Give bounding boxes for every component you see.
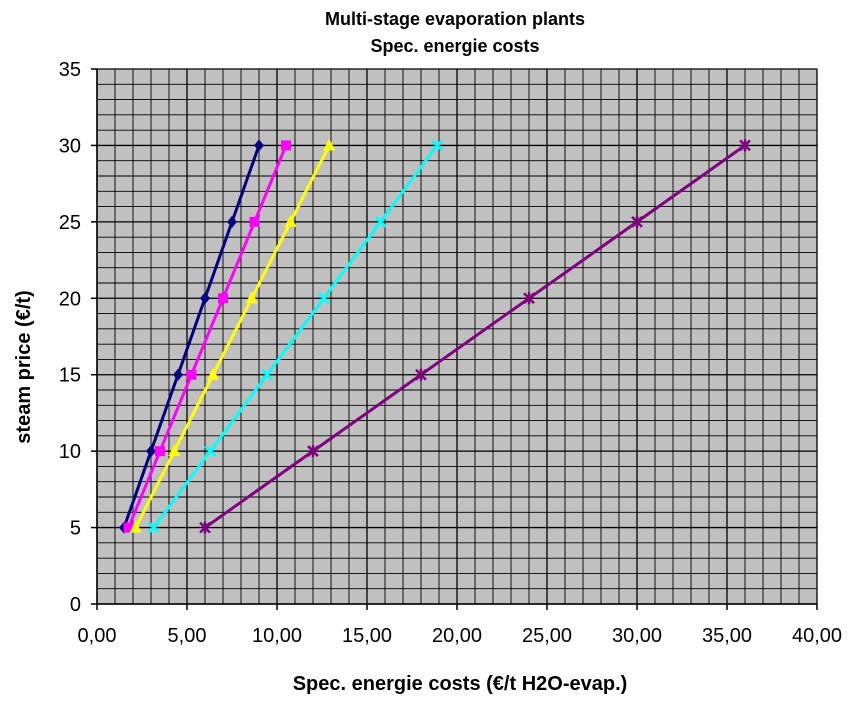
- data-point-s5: [631, 215, 643, 228]
- data-point-s5: [415, 368, 427, 381]
- data-point-s4: [431, 139, 444, 152]
- data-point-s5: [199, 521, 211, 534]
- x-tick-label: 15,00: [342, 625, 392, 647]
- y-tick-label: 25: [59, 212, 81, 234]
- y-tick-label: 0: [70, 594, 81, 616]
- y-tick-label: 10: [59, 441, 81, 463]
- y-axis-title: steam price (€/t): [13, 290, 35, 443]
- grid-lines: [96, 68, 818, 605]
- data-point-s2: [123, 522, 134, 533]
- series-line-3: [134, 144, 331, 529]
- y-axis-ticks: 0 5 10 15 20 25 30 35: [59, 59, 97, 616]
- data-point-s2: [186, 369, 197, 380]
- y-tick-label: 20: [59, 288, 81, 310]
- x-tick-label: 30,00: [612, 625, 662, 647]
- data-point-s3: [129, 520, 142, 533]
- data-point-s3: [168, 444, 181, 457]
- x-tick-label: 10,00: [252, 625, 302, 647]
- x-tick-label: 25,00: [522, 625, 572, 647]
- data-point-s3: [245, 291, 258, 304]
- data-point-s4: [317, 292, 330, 305]
- x-tick-label: 35,00: [702, 625, 752, 647]
- data-point-s4: [204, 445, 217, 458]
- data-point-s1: [200, 292, 210, 305]
- x-tick-label: 5,00: [168, 625, 207, 647]
- data-point-s2: [218, 293, 228, 304]
- series-line-5: [204, 144, 746, 529]
- x-tick-label: 40,00: [792, 625, 842, 647]
- chart-subtitle: Spec. energie costs: [370, 36, 539, 56]
- x-axis-ticks: 0,00 5,00 10,00 15,00 20,00 25,00 30,00 35,00 40…: [78, 604, 842, 647]
- series-markers: [119, 138, 751, 534]
- y-tick-label: 15: [59, 365, 81, 387]
- data-point-s4: [261, 368, 274, 381]
- series-lines: [122, 144, 746, 529]
- data-point-s1: [146, 445, 156, 458]
- x-axis-title: Spec. energie costs (€/t H2O-evap.): [293, 673, 628, 695]
- data-point-s1: [173, 368, 183, 381]
- data-point-s2: [281, 140, 291, 151]
- data-point-s5: [307, 445, 319, 458]
- data-point-s1: [227, 215, 237, 228]
- series-line-4: [152, 144, 439, 529]
- data-point-s4: [147, 521, 160, 534]
- data-point-s5: [523, 292, 535, 305]
- data-point-s5: [739, 139, 751, 152]
- chart-title: Multi-stage evaporation plants: [325, 9, 585, 29]
- y-tick-label: 35: [59, 59, 81, 81]
- data-point-s3: [323, 138, 336, 151]
- series-line-1: [122, 144, 261, 529]
- data-point-s1: [254, 139, 264, 152]
- series-line-2: [127, 144, 288, 529]
- data-point-s4: [374, 215, 387, 228]
- x-tick-label: 0,00: [78, 625, 117, 647]
- data-point-s3: [207, 367, 220, 380]
- x-tick-label: 20,00: [432, 625, 482, 647]
- y-tick-label: 30: [59, 135, 81, 157]
- data-point-s2: [249, 216, 260, 227]
- y-tick-label: 5: [70, 518, 81, 540]
- data-point-s3: [284, 214, 297, 227]
- data-point-s2: [155, 446, 165, 457]
